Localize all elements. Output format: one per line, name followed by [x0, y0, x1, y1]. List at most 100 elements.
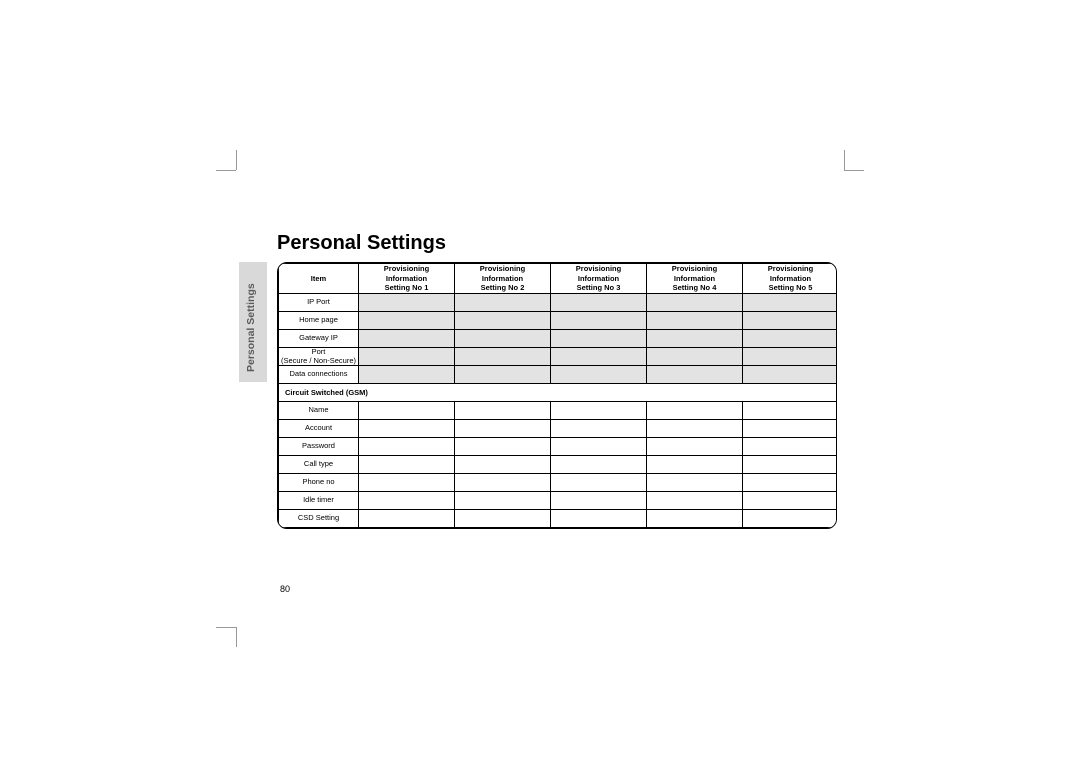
table-cell	[359, 510, 455, 528]
table-cell	[359, 438, 455, 456]
table-cell	[743, 348, 838, 366]
table-cell	[551, 366, 647, 384]
row-label: Idle timer	[279, 492, 359, 510]
page-title: Personal Settings	[277, 232, 446, 255]
table-cell	[455, 312, 551, 330]
table-cell	[455, 330, 551, 348]
table-cell	[359, 420, 455, 438]
table-cell	[743, 510, 838, 528]
settings-table: Item Provisioning Information Setting No…	[277, 262, 837, 529]
table-cell	[359, 294, 455, 312]
table-cell	[647, 312, 743, 330]
table-cell	[551, 420, 647, 438]
table-body: IP PortHome pageGateway IPPort(Secure / …	[279, 294, 838, 528]
table-cell	[359, 330, 455, 348]
table-row: IP Port	[279, 294, 838, 312]
table-cell	[455, 402, 551, 420]
table-row: Port(Secure / Non-Secure)	[279, 348, 838, 366]
page-number: 80	[280, 584, 290, 594]
table-row: Call type	[279, 456, 838, 474]
table-cell	[647, 420, 743, 438]
crop-mark	[844, 150, 845, 170]
crop-mark	[216, 170, 236, 171]
table-cell	[647, 294, 743, 312]
table-row: Password	[279, 438, 838, 456]
table-cell	[551, 294, 647, 312]
table-cell	[359, 312, 455, 330]
table-cell	[455, 456, 551, 474]
column-header: Provisioning Information Setting No 2	[455, 264, 551, 294]
table-row: Data connections	[279, 366, 838, 384]
table-cell	[359, 348, 455, 366]
table-cell	[551, 402, 647, 420]
row-label: Port(Secure / Non-Secure)	[279, 348, 359, 366]
table-cell	[455, 294, 551, 312]
table-cell	[551, 456, 647, 474]
crop-mark	[236, 150, 237, 170]
table-cell	[455, 348, 551, 366]
sidebar-tab: Personal Settings	[239, 262, 267, 382]
table-cell	[551, 348, 647, 366]
table-cell	[647, 510, 743, 528]
table-cell	[359, 474, 455, 492]
table-cell	[455, 492, 551, 510]
table-row: Home page	[279, 312, 838, 330]
row-label: Phone no	[279, 474, 359, 492]
table-cell	[455, 474, 551, 492]
table-cell	[743, 438, 838, 456]
table-cell	[359, 366, 455, 384]
crop-mark	[216, 627, 236, 628]
table-row: Account	[279, 420, 838, 438]
table-cell	[647, 438, 743, 456]
table-cell	[551, 510, 647, 528]
section-header-row: Circuit Switched (GSM)	[279, 384, 838, 402]
table-cell	[551, 492, 647, 510]
row-label: IP Port	[279, 294, 359, 312]
row-label: Data connections	[279, 366, 359, 384]
table-row: Phone no	[279, 474, 838, 492]
table-cell	[551, 330, 647, 348]
table-cell	[743, 294, 838, 312]
row-label: Account	[279, 420, 359, 438]
row-label: Gateway IP	[279, 330, 359, 348]
table-cell	[359, 402, 455, 420]
table-cell	[359, 456, 455, 474]
table-row: CSD Setting	[279, 510, 838, 528]
table-row: Idle timer	[279, 492, 838, 510]
table-cell	[551, 438, 647, 456]
row-label: CSD Setting	[279, 510, 359, 528]
row-label: Call type	[279, 456, 359, 474]
table-cell	[743, 402, 838, 420]
table-cell	[647, 474, 743, 492]
table-cell	[455, 438, 551, 456]
column-header: Provisioning Information Setting No 4	[647, 264, 743, 294]
table-cell	[647, 366, 743, 384]
table-cell	[647, 348, 743, 366]
crop-mark	[844, 170, 864, 171]
table-header-row: Item Provisioning Information Setting No…	[279, 264, 838, 294]
table-cell	[455, 366, 551, 384]
table-cell	[647, 492, 743, 510]
table-cell	[743, 420, 838, 438]
table-cell	[455, 510, 551, 528]
table-cell	[551, 474, 647, 492]
table-cell	[647, 456, 743, 474]
table-cell	[743, 366, 838, 384]
column-header: Provisioning Information Setting No 5	[743, 264, 838, 294]
table-cell	[647, 402, 743, 420]
table-row: Gateway IP	[279, 330, 838, 348]
row-label: Name	[279, 402, 359, 420]
column-header-item: Item	[279, 264, 359, 294]
table-cell	[743, 312, 838, 330]
crop-mark	[236, 627, 237, 647]
table-cell	[743, 474, 838, 492]
row-label: Home page	[279, 312, 359, 330]
table-cell	[647, 330, 743, 348]
column-header: Provisioning Information Setting No 3	[551, 264, 647, 294]
table-cell	[743, 492, 838, 510]
table-cell	[455, 420, 551, 438]
sidebar-label: Personal Settings	[245, 283, 257, 372]
table-cell	[743, 330, 838, 348]
table-cell	[743, 456, 838, 474]
section-header: Circuit Switched (GSM)	[279, 384, 838, 402]
